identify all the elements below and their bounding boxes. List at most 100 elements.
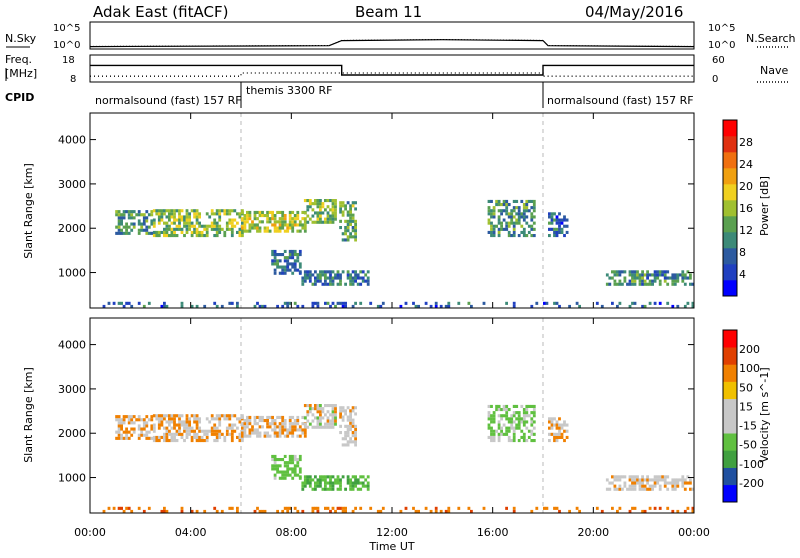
echo-cell — [225, 224, 229, 228]
echo-cell — [246, 419, 249, 423]
echo-cell — [173, 420, 176, 424]
freq-right-tick-bottom: 0 — [712, 74, 718, 85]
echo-cell — [515, 423, 519, 427]
cpid-segment-3: normalsound (fast) 157 RF — [547, 94, 694, 107]
echo-cell — [661, 273, 665, 277]
echo-cell — [286, 262, 290, 266]
y-tick-label: 3000 — [58, 383, 86, 396]
echo-cell — [223, 435, 227, 439]
echo-cell — [168, 227, 171, 231]
echo-cell — [530, 432, 534, 436]
echo-cell — [530, 509, 534, 513]
echo-cell — [329, 273, 332, 277]
echo-cell — [691, 509, 695, 513]
echo-cell — [329, 304, 332, 308]
echo-cell — [522, 432, 526, 436]
echo-cell — [185, 209, 189, 213]
echo-cell — [500, 203, 503, 207]
echo-cell — [633, 475, 637, 479]
echo-cell — [173, 218, 176, 222]
echo-cell — [316, 425, 320, 429]
echo-cell — [319, 217, 322, 221]
echo-cell — [180, 423, 184, 427]
echo-cell — [490, 230, 493, 234]
echo-cell — [303, 434, 307, 438]
echo-cell — [532, 209, 536, 213]
echo-cell — [185, 420, 189, 424]
echo-cell — [517, 221, 521, 225]
echo-cell — [283, 422, 287, 426]
power-cbar-swatch — [723, 264, 737, 281]
echo-cell — [185, 221, 189, 225]
echo-cell — [248, 434, 252, 438]
echo-cell — [314, 276, 317, 280]
echo-cell — [296, 229, 300, 233]
echo-cell — [512, 227, 516, 231]
echo-cell — [213, 212, 217, 216]
echo-cell — [661, 475, 665, 479]
echo-cell — [147, 213, 151, 217]
echo-cell — [605, 273, 609, 277]
echo-cell — [281, 428, 285, 432]
echo-cell — [653, 506, 657, 510]
echo-cell — [293, 467, 297, 471]
echo-cell — [127, 418, 131, 422]
echo-cell — [329, 481, 332, 485]
echo-cell — [530, 439, 534, 443]
echo-cell — [651, 487, 654, 491]
echo-cell — [132, 421, 136, 425]
echo-cell — [558, 304, 561, 308]
echo-cell — [346, 427, 350, 431]
echo-cell — [125, 427, 128, 431]
echo-cell — [344, 437, 347, 441]
echo-cell — [510, 215, 514, 219]
echo-cell — [130, 304, 134, 308]
echo-cell — [286, 229, 290, 233]
echo-cell — [303, 220, 307, 224]
echo-cell — [525, 215, 529, 219]
echo-cell — [271, 464, 274, 468]
echo-cell — [306, 425, 310, 429]
echo-cell — [271, 467, 274, 471]
echo-cell — [273, 419, 277, 423]
echo-cell — [137, 415, 141, 419]
echo-cell — [490, 199, 493, 203]
echo-cell — [500, 408, 503, 412]
echo-cell — [346, 481, 350, 485]
echo-cell — [631, 478, 634, 482]
echo-cell — [165, 426, 169, 430]
echo-cell — [487, 218, 491, 222]
echo-cell — [157, 215, 161, 219]
echo-cell — [178, 417, 181, 421]
freq-left-label-1: Freq. — [5, 53, 32, 66]
echo-cell — [482, 506, 486, 510]
echo-cell — [225, 414, 229, 418]
echo-cell — [678, 273, 682, 277]
echo-cell — [510, 414, 514, 418]
echo-cell — [276, 220, 279, 224]
echo-cell — [447, 301, 451, 305]
echo-cell — [500, 414, 503, 418]
echo-cell — [283, 256, 287, 260]
echo-cell — [160, 212, 164, 216]
x-tick-label: 20:00 — [577, 526, 609, 539]
echo-cell — [273, 256, 277, 260]
echo-cell — [502, 199, 506, 203]
echo-cell — [198, 420, 201, 424]
echo-cell — [324, 475, 327, 479]
echo-cell — [676, 279, 680, 283]
echo-cell — [273, 226, 277, 230]
echo-cell — [329, 270, 332, 274]
echo-cell — [188, 426, 191, 430]
echo-cell — [668, 481, 672, 485]
echo-cell — [175, 414, 179, 418]
echo-cell — [651, 273, 654, 277]
echo-cell — [626, 487, 629, 491]
echo-cell — [490, 404, 493, 408]
echo-cell — [663, 484, 667, 488]
echo-cell — [241, 224, 244, 228]
echo-cell — [457, 506, 461, 510]
echo-cell — [349, 282, 352, 286]
echo-cell — [142, 304, 146, 308]
